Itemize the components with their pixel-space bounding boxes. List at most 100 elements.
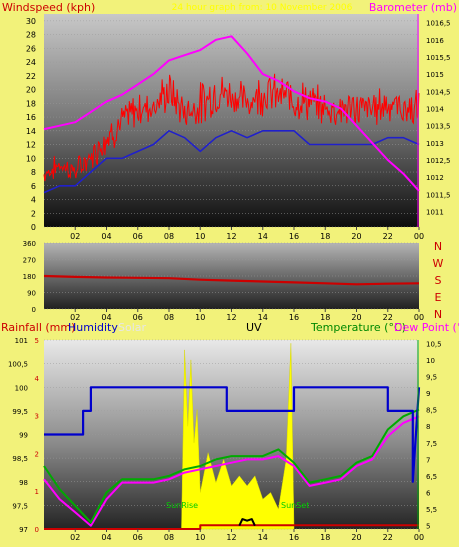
wind-y-tick: 10 — [26, 154, 36, 163]
temperature-tick: 6 — [426, 490, 431, 498]
wind-y-tick: 2 — [31, 209, 36, 218]
wind-average-line — [43, 130, 420, 194]
barometer-line — [43, 35, 420, 192]
uv-title: UV — [246, 321, 262, 334]
temperature-tick: 8 — [426, 423, 430, 431]
x-tick-label: 22 — [383, 313, 393, 322]
direction-y-tick: 360 — [23, 240, 36, 248]
wind-y-tick: 24 — [26, 58, 36, 67]
temperature-tick: 10 — [426, 357, 435, 365]
humidity-tick: 97 — [19, 526, 28, 534]
barometer-tick: 1011,5 — [426, 191, 451, 199]
x-tick-label: 06 — [133, 232, 143, 241]
x-tick-label: 20 — [351, 533, 361, 542]
windspeed-title: Windspeed (kph) — [2, 1, 95, 14]
rain-tick: 2 — [35, 450, 39, 458]
wind-y-tick: 30 — [26, 17, 36, 26]
wind-x-tick-labels: 02 04 06 08 10 12 14 16 18 20 22 00 — [70, 227, 424, 241]
temperature-series — [43, 386, 421, 530]
direction-y-tick: 270 — [23, 257, 36, 265]
graph-date-title: 24 hour graph from: 10 November 2006 — [172, 3, 353, 13]
barometer-tick: 1013,5 — [426, 123, 451, 131]
direction-y-tick-labels: 0 90 180 270 360 — [23, 240, 36, 314]
temperature-tick: 7,5 — [426, 440, 437, 448]
direction-y-tick: 180 — [23, 273, 36, 281]
humidity-line — [44, 386, 421, 483]
wind-y-tick: 14 — [26, 127, 36, 136]
temperature-tick: 10,5 — [426, 340, 442, 348]
x-tick-label: 12 — [226, 232, 236, 241]
x-tick-label: 20 — [351, 232, 361, 241]
temperature-title: Temperature (°C) — [310, 321, 406, 334]
x-tick-label: 16 — [289, 313, 299, 322]
barometer-tick: 1015 — [426, 71, 444, 79]
temperature-tick: 5 — [426, 523, 430, 531]
temperature-tick: 9,5 — [426, 373, 437, 381]
sunrise-label: SunRise — [166, 501, 198, 510]
x-tick-label: 04 — [101, 313, 111, 322]
barometer-tick: 1014,5 — [426, 88, 451, 96]
direction-line — [43, 274, 420, 286]
barometer-tick: 1015,5 — [426, 54, 451, 62]
humidity-tick: 98,5 — [12, 455, 28, 463]
x-tick-label: 16 — [289, 232, 299, 241]
temperature-tick: 9 — [426, 390, 430, 398]
x-tick-label: 14 — [258, 313, 268, 322]
solar-area — [181, 343, 295, 530]
wind-y-tick: 28 — [26, 31, 36, 40]
x-tick-label: 18 — [320, 232, 330, 241]
x-tick-label: 00 — [414, 232, 424, 241]
rainfall-title: Rainfall (mm) — [1, 321, 75, 334]
x-tick-label: 08 — [164, 313, 174, 322]
temperature-tick: 5,5 — [426, 506, 437, 514]
wind-y-tick: 26 — [26, 44, 36, 53]
compass-n-bottom: N — [434, 308, 442, 321]
solar-title: Solar — [118, 321, 147, 334]
x-tick-label: 00 — [414, 313, 424, 322]
compass-w: W — [433, 257, 444, 270]
rain-tick: 1 — [35, 488, 39, 496]
sunset-label: SunSet — [281, 501, 309, 510]
barometer-tick-labels: 1011 1011,5 1012 1012,5 1013 1013,5 1014 1014,5… — [426, 20, 451, 217]
x-tick-label: 10 — [195, 313, 205, 322]
temperature-line — [43, 408, 420, 524]
temperature-x-tick-labels: 02 04 06 08 10 12 14 16 18 20 22 00 — [70, 529, 424, 542]
barometer-tick: 1014 — [426, 105, 444, 113]
compass-e: E — [435, 291, 442, 304]
dew-point-title: Dew Point (°C) — [394, 321, 459, 334]
humidity-tick: 99 — [19, 432, 28, 440]
uv-line — [238, 518, 256, 527]
x-tick-label: 12 — [226, 313, 236, 322]
barometer-tick: 1012,5 — [426, 157, 451, 165]
x-tick-label: 10 — [195, 533, 205, 542]
temperature-tick: 7 — [426, 456, 430, 464]
rain-tick: 4 — [35, 375, 40, 383]
rain-tick: 0 — [35, 526, 39, 534]
wind-y-tick: 8 — [31, 168, 36, 177]
barometer-tick: 1011 — [426, 209, 444, 217]
direction-series — [43, 274, 420, 286]
wind-y-tick: 18 — [26, 99, 36, 108]
x-tick-label: 06 — [133, 313, 143, 322]
humidity-tick: 100 — [15, 384, 28, 392]
direction-y-tick: 90 — [27, 290, 36, 298]
temperature-tick: 6,5 — [426, 473, 437, 481]
rain-tick: 5 — [35, 337, 39, 345]
wind-y-tick: 6 — [31, 182, 36, 191]
temperature-tick-labels: 5 5,5 6 6,5 7 7,5 8 8,5 9 9,5 10 10,5 — [426, 340, 442, 530]
humidity-tick: 99,5 — [12, 408, 28, 416]
humidity-title: Humidity — [68, 321, 118, 334]
humidity-tick: 97,5 — [12, 502, 28, 510]
gust-series-line — [43, 73, 420, 182]
x-tick-label: 02 — [70, 313, 80, 322]
x-tick-label: 18 — [320, 313, 330, 322]
x-tick-label: 22 — [383, 232, 393, 241]
humidity-tick: 101 — [15, 337, 28, 345]
rain-line — [44, 524, 419, 530]
humidity-tick: 98 — [19, 479, 28, 487]
wind-y-tick: 16 — [26, 113, 36, 122]
rain-tick: 3 — [35, 413, 39, 421]
x-tick-label: 06 — [133, 533, 143, 542]
x-tick-label: 20 — [351, 313, 361, 322]
